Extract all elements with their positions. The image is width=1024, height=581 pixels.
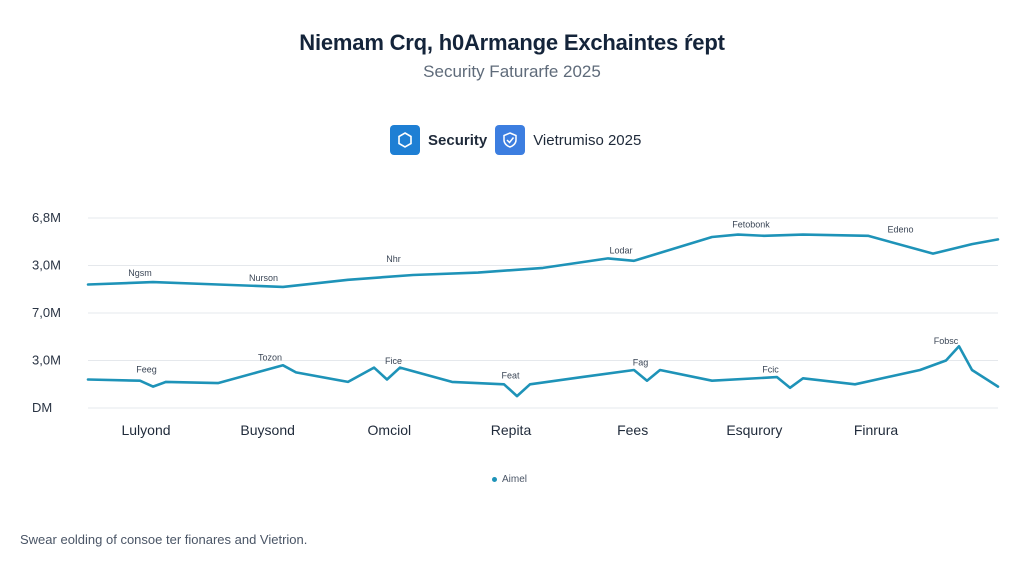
y-tick-label: DM (32, 400, 52, 415)
chart-subtitle: Security Faturarfe 2025 (423, 62, 601, 81)
data-annotation: Nurson (249, 273, 278, 283)
badge-security-label: Security (428, 131, 488, 149)
chart-title: Niemam Crq, h0Armange Exchaintes ŕept (299, 30, 725, 55)
data-annotation: Fcic (762, 364, 779, 374)
data-annotation: Fobsc (934, 336, 959, 346)
y-tick-label: 6,8M (32, 210, 61, 225)
x-tick-label: Fees (617, 422, 648, 438)
y-tick-label: 7,0M (32, 305, 61, 320)
hexagon-icon (390, 125, 420, 155)
data-annotation: Tozon (258, 353, 282, 363)
data-annotation: Fag (633, 357, 649, 367)
data-annotation: Ngsm (128, 268, 152, 278)
legend-marker (492, 477, 497, 482)
x-tick-label: Finrura (854, 422, 899, 438)
header-badges: Security Vietrumiso 2025 (390, 124, 649, 156)
legend: Aimel (492, 474, 527, 485)
data-annotation: Nhr (386, 254, 401, 264)
x-tick-label: Omciol (368, 422, 412, 438)
data-annotation: Fice (385, 356, 402, 366)
y-tick-label: 3,0M (32, 258, 61, 273)
x-tick-label: Lulyond (121, 422, 170, 438)
x-tick-label: Buysond (240, 422, 294, 438)
data-annotation: Lodar (609, 246, 632, 256)
x-tick-label: Esqurory (726, 422, 782, 438)
series-line-2 (86, 345, 1000, 398)
data-annotation: Feeg (136, 364, 157, 374)
data-annotation: Feat (501, 370, 520, 380)
footnote: Swear eolding of consoe ter fionares and… (20, 532, 308, 547)
badge-vietnam-label: Vietrumiso 2025 (533, 131, 642, 149)
x-tick-label: Repita (491, 422, 532, 438)
y-tick-label: 3,0M (32, 353, 61, 368)
shield-icon (495, 125, 526, 155)
legend-label: Aimel (502, 474, 528, 485)
series-line-1 (86, 233, 1000, 289)
data-annotation: Fetobonk (732, 220, 770, 230)
data-annotation: Edeno (887, 224, 913, 234)
